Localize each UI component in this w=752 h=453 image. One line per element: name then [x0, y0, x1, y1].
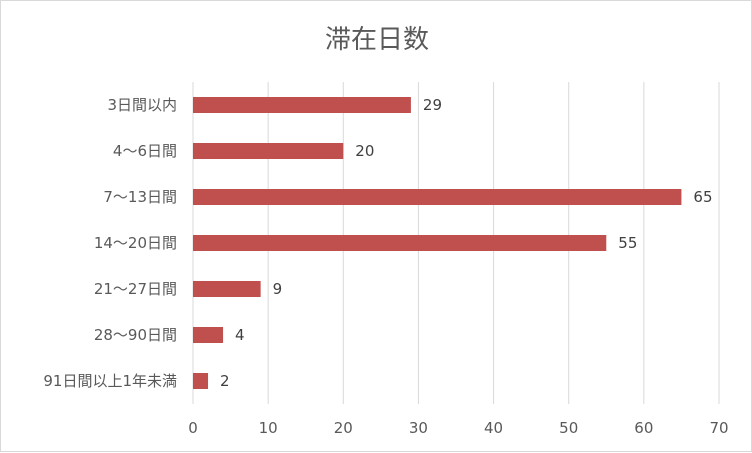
bar: [193, 143, 344, 159]
category-label: 4〜6日間: [113, 142, 177, 160]
bar: [193, 97, 411, 113]
category-label: 28〜90日間: [94, 326, 177, 344]
category-label: 3日間以内: [107, 96, 177, 114]
data-label: 9: [273, 280, 283, 298]
data-label: 29: [423, 96, 442, 114]
data-label: 65: [693, 188, 712, 206]
data-label: 55: [618, 234, 637, 252]
x-tick-label: 20: [334, 419, 353, 437]
data-label: 2: [220, 372, 230, 390]
bar: [193, 189, 682, 205]
x-tick-label: 0: [188, 419, 198, 437]
category-label: 14〜20日間: [94, 234, 177, 252]
bar: [193, 235, 607, 251]
category-label: 21〜27日間: [94, 280, 177, 298]
bar: [193, 327, 224, 343]
x-tick-label: 60: [634, 419, 653, 437]
data-label: 4: [235, 326, 245, 344]
x-tick-label: 30: [409, 419, 428, 437]
x-tick-label: 10: [259, 419, 278, 437]
bar: [193, 373, 209, 389]
data-label: 20: [355, 142, 374, 160]
x-tick-label: 40: [484, 419, 503, 437]
x-tick-label: 70: [709, 419, 728, 437]
category-label: 7〜13日間: [103, 188, 177, 206]
chart-title: 滞在日数: [324, 25, 429, 55]
x-tick-label: 50: [559, 419, 578, 437]
bar: [193, 281, 261, 297]
category-label: 91日間以上1年未満: [43, 372, 177, 390]
